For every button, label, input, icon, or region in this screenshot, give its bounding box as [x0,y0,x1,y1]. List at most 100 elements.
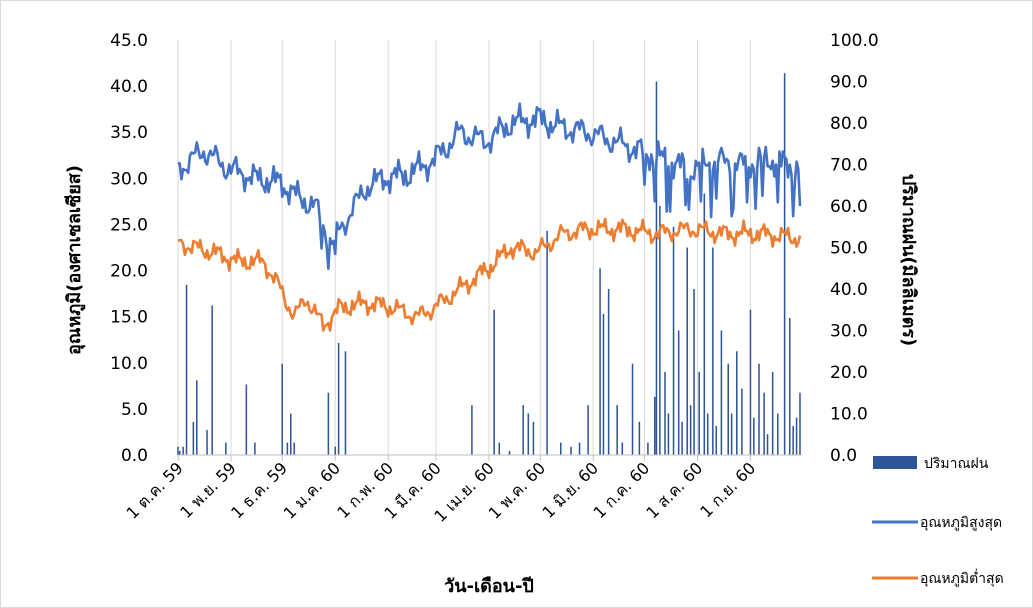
rain-bar [686,247,688,455]
rain-bar [578,442,581,455]
rain-bar [727,363,729,455]
x-tick-label: 1 ก.ค. 60 [589,458,653,522]
y-tick-label-left: 45.0 [110,31,148,51]
rain-bar [715,425,718,455]
rain-bar [344,351,347,455]
rain-bar [783,73,786,455]
rain-bar [638,421,641,455]
rain-bar [763,392,765,455]
rain-bar [672,226,675,455]
rain-bar [777,413,779,455]
rain-bar [720,330,723,455]
x-axis-title: วัน-เดือน-ปี [444,576,534,597]
y-tick-label-left: 15.0 [110,308,148,328]
y-tick-label-left: 25.0 [110,215,148,235]
rain-bar [602,313,605,455]
rain-bar [290,413,292,455]
rain-bar [178,450,181,455]
rain-bar [647,442,649,455]
rain-bar [327,392,330,455]
y-tick-label-right: 30.0 [830,322,868,342]
rain-bar [182,446,184,455]
rain-bar [693,289,695,455]
rain-bar [771,372,774,455]
rain-bar [225,442,227,455]
x-tick-label: 1 พ.ค. 60 [485,458,549,522]
y-tick-label-right: 20.0 [830,363,868,383]
rain-bar [698,372,700,455]
rain-bar [245,384,248,455]
rain-bar [667,413,670,455]
rain-bar [471,405,473,455]
rain-bar [185,284,188,455]
y-tick-label-right: 80.0 [830,114,868,134]
rain-bar [788,318,791,455]
y-tick-label-right: 0.0 [830,446,857,466]
rain-bar [286,442,289,455]
y-tick-label-right: 60.0 [830,197,868,217]
legend-rain-swatch [873,456,917,469]
rain-bar [560,442,562,455]
rain-bar [706,413,709,455]
legend-min-label: อุณหภูมิต่ำสุด [920,569,1004,587]
min-temp-line [177,217,802,332]
rain-bar [799,392,801,455]
rain-bar [681,421,683,455]
rain-bar [337,342,340,455]
rain-bar [753,417,755,455]
rain-bar [766,434,769,455]
rain-bar [664,372,666,455]
rain-bar [527,413,530,455]
rain-bar [493,309,495,455]
rain-bar [653,396,656,455]
y-tick-label-left: 40.0 [110,77,148,97]
rain-bar [749,309,752,455]
y-tick-label-left: 35.0 [110,123,148,143]
legend-max-label: อุณหภูมิสูงสุด [920,515,1002,531]
rain-bar [498,442,501,455]
rain-bar [599,268,601,455]
max-temp-line [177,102,802,271]
rain-bar [206,430,208,455]
rain-bar [587,405,589,455]
rain-bar [546,230,548,455]
rain-bar [192,421,195,455]
rain-bar [570,446,572,455]
rain-bar [741,388,743,455]
rain-bar [703,193,706,456]
y-axis-title-left: อุณหภูมิ(องศาเซลเซียส) [64,165,86,355]
rain-bar [792,425,794,455]
rain-bar [677,330,680,455]
x-tick-label: 1 ก.ย. 60 [696,458,759,521]
rain-bar [211,305,213,455]
y-axis-title-right: ปริมาณฝน(มิลลิเมตร) [898,174,919,346]
rain-bar [758,363,760,455]
rain-bar [334,446,336,455]
x-tick-label: 1 ต.ค. 59 [122,458,186,522]
rain-bar [631,363,634,455]
y-tick-label-left: 0.0 [121,446,148,466]
y-tick-label-right: 90.0 [830,73,868,93]
rain-bar [281,363,283,455]
rain-bar [736,351,738,455]
x-tick-label: 1 ม.ค. 60 [280,458,344,522]
rain-bar [659,206,661,455]
rain-bar [621,442,624,455]
y-tick-label-left: 5.0 [121,400,148,420]
legend-rain-label: ปริมาณฝน [924,456,989,472]
x-tick-label: 1 ธ.ค. 59 [227,458,291,522]
rain-bar [712,247,714,455]
y-tick-label-right: 10.0 [830,405,868,425]
rain-bar [730,413,733,455]
y-tick-label-right: 70.0 [830,156,868,176]
rain-bar [196,380,198,455]
x-tick-label: 1 ส.ค. 60 [642,458,706,522]
y-tick-label-right: 100.0 [830,31,879,51]
rain-bar [616,405,618,455]
rain-bar [655,81,658,455]
y-tick-label-left: 20.0 [110,262,148,282]
rain-bar [177,446,179,455]
